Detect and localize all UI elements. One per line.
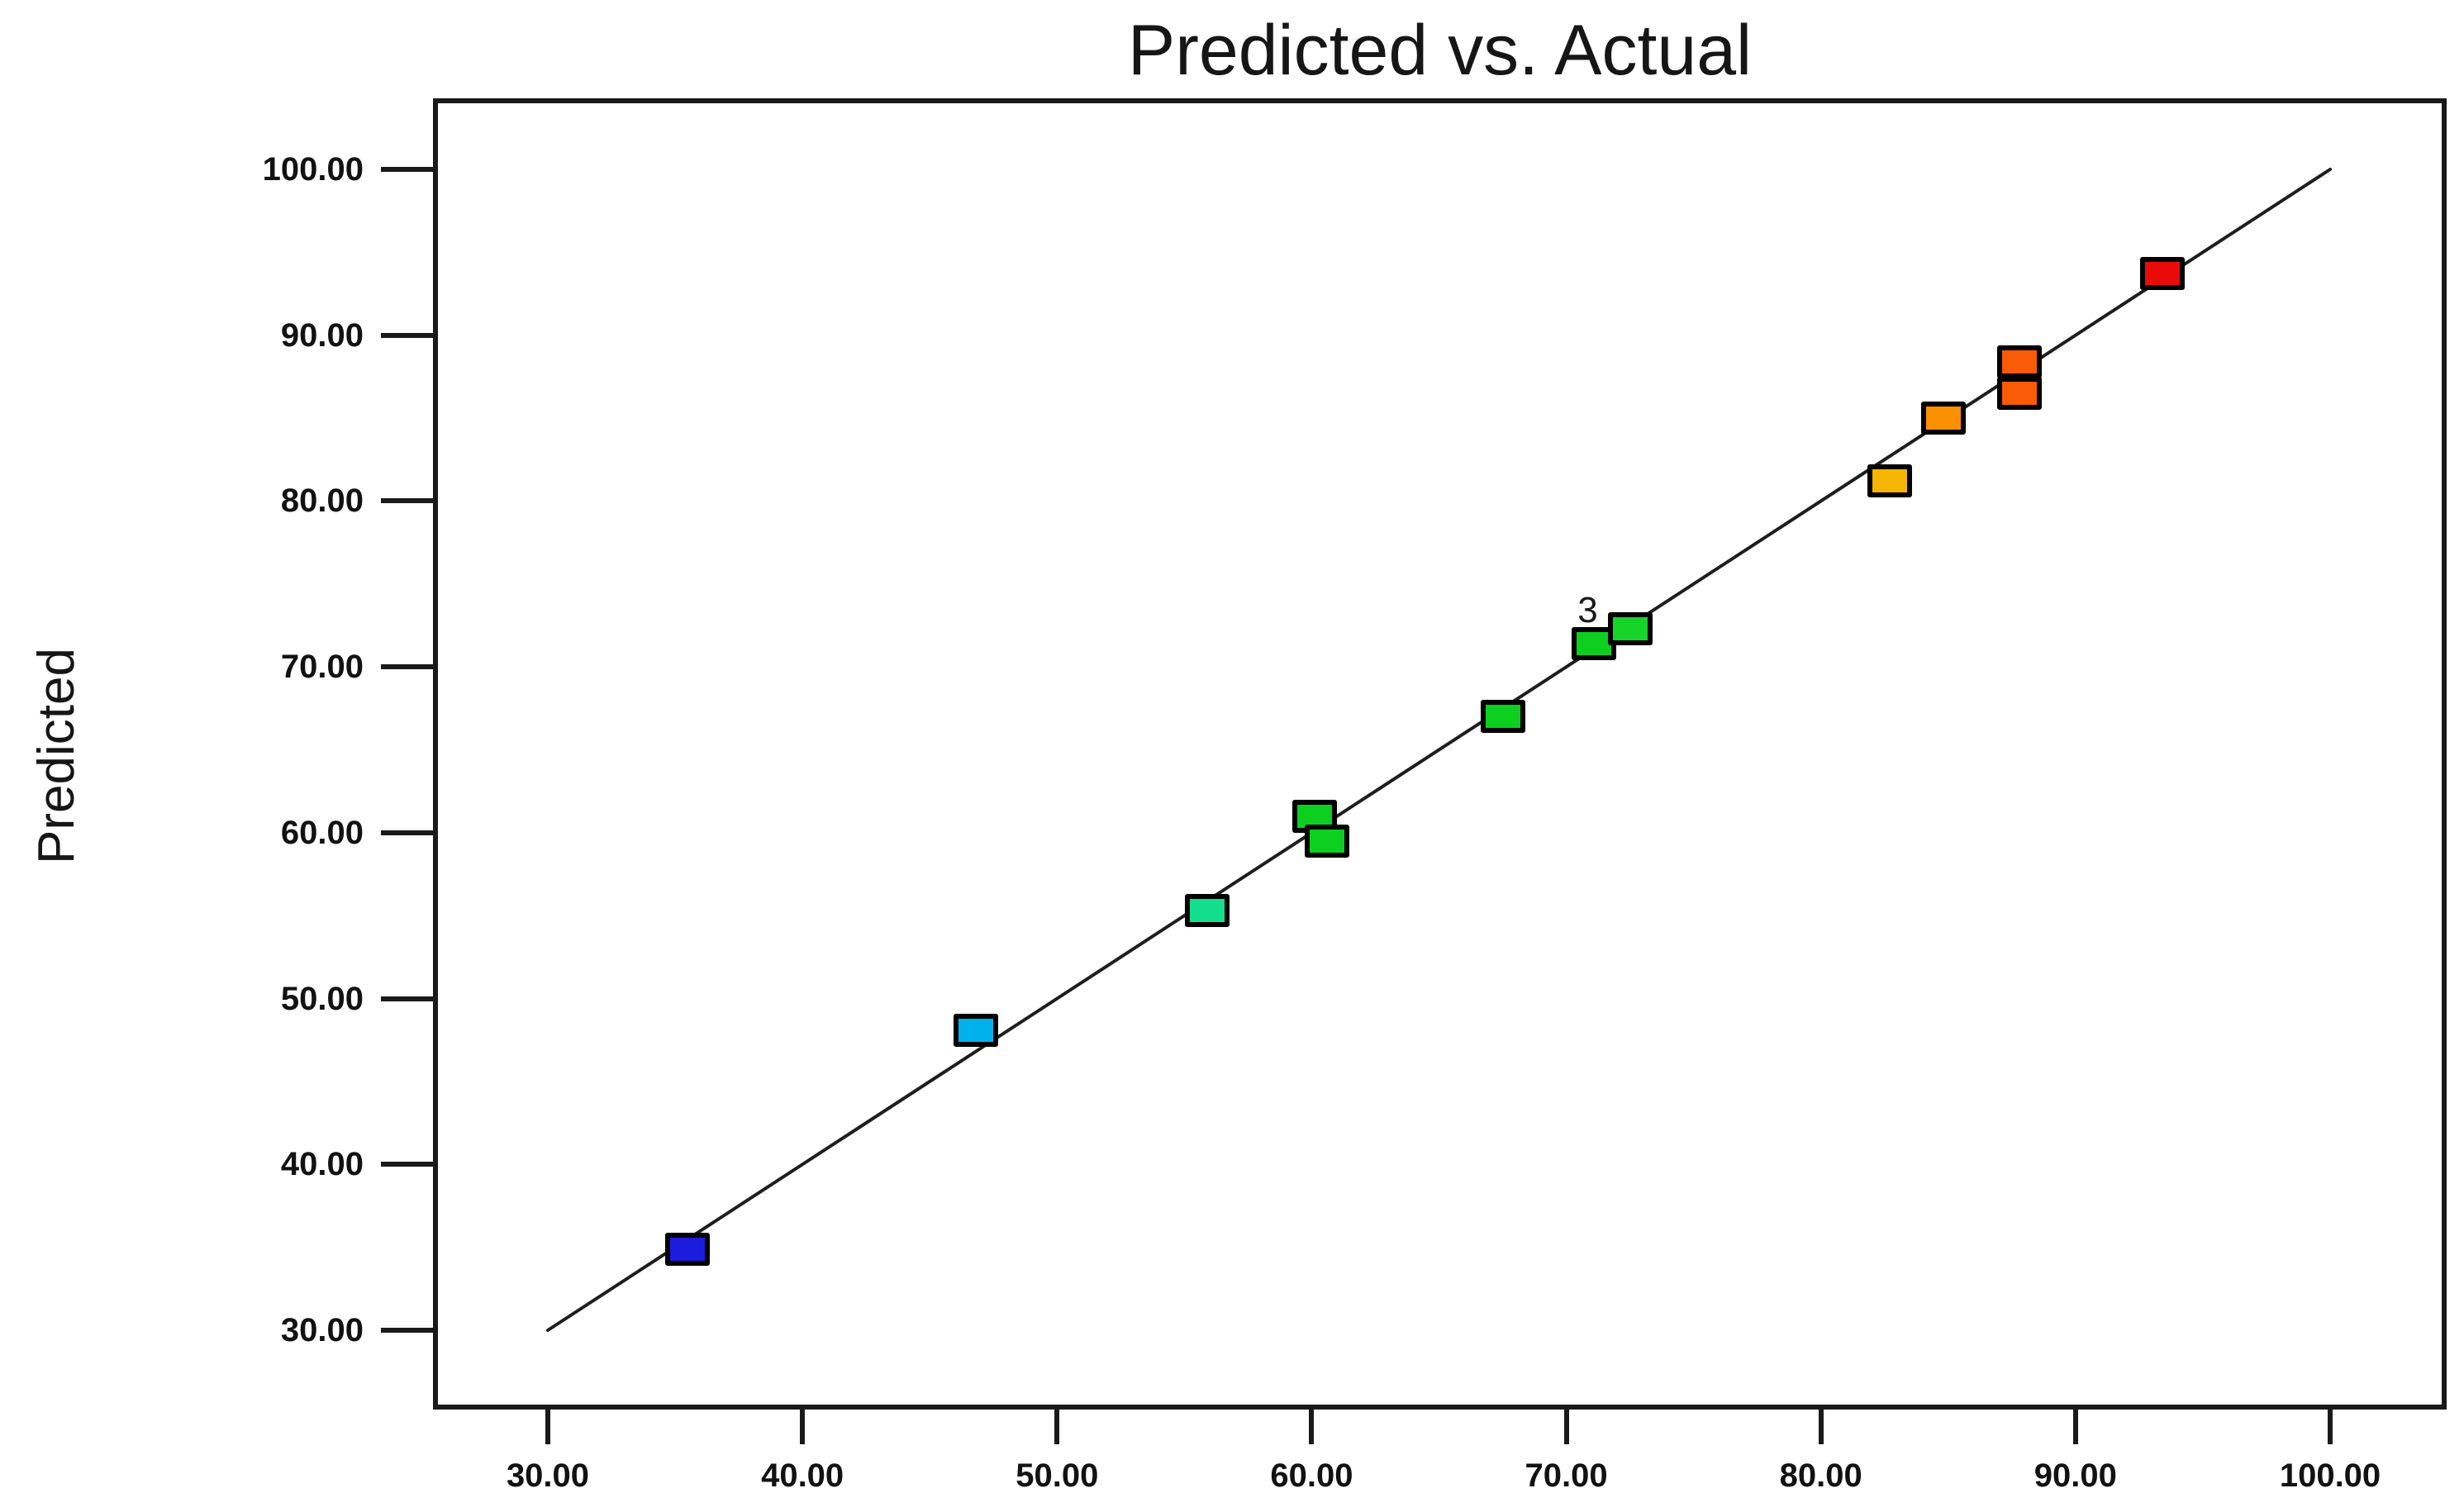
y-tick-mark (381, 1162, 435, 1167)
data-point-marker (953, 1013, 998, 1047)
data-point-marker (1185, 894, 1230, 928)
chart-title: Predicted vs. Actual (1127, 11, 1753, 90)
x-tick-mark (545, 1406, 550, 1444)
x-tick-label: 70.00 (1525, 1457, 1608, 1494)
y-tick-label: 100.00 (262, 151, 364, 188)
y-tick-label: 40.00 (280, 1146, 364, 1183)
y-tick-mark (381, 167, 435, 172)
y-tick-label: 60.00 (280, 814, 364, 851)
x-tick-mark (1054, 1406, 1060, 1444)
data-point-marker (1480, 700, 1525, 734)
x-tick-mark (1309, 1406, 1315, 1444)
data-point-marker (1920, 402, 1966, 435)
x-tick-label: 80.00 (1779, 1457, 1862, 1494)
x-tick-label: 100.00 (2279, 1457, 2381, 1494)
data-point-marker (1997, 376, 2043, 410)
y-tick-label: 90.00 (280, 316, 364, 354)
y-axis-title: Predicted (28, 648, 85, 864)
x-tick-mark (800, 1406, 806, 1444)
x-tick-label: 60.00 (1270, 1457, 1353, 1494)
x-tick-mark (2072, 1406, 2078, 1444)
data-point-marker (665, 1232, 711, 1266)
y-tick-label: 80.00 (280, 483, 364, 520)
x-tick-label: 50.00 (1016, 1457, 1099, 1494)
x-tick-label: 30.00 (506, 1457, 590, 1494)
plot-frame (433, 98, 2447, 1410)
y-tick-label: 30.00 (280, 1311, 364, 1348)
data-point-marker (1607, 611, 1653, 645)
y-tick-mark (381, 830, 435, 835)
x-tick-mark (1563, 1406, 1569, 1444)
y-tick-mark (381, 1327, 435, 1333)
y-tick-label: 70.00 (280, 649, 364, 686)
y-tick-mark (381, 498, 435, 504)
y-tick-mark (381, 332, 435, 338)
data-point-marker (1867, 464, 1912, 498)
point-count-label: 3 (1577, 590, 1598, 631)
data-point-marker (1304, 824, 1349, 858)
y-tick-mark (381, 996, 435, 1001)
x-tick-label: 40.00 (761, 1457, 844, 1494)
x-tick-mark (1818, 1406, 1824, 1444)
data-point-marker (1997, 345, 2043, 378)
data-point-marker (2139, 257, 2185, 291)
y-tick-label: 50.00 (280, 980, 364, 1017)
x-tick-mark (2328, 1406, 2333, 1444)
y-tick-mark (381, 664, 435, 670)
x-tick-label: 90.00 (2034, 1457, 2117, 1494)
